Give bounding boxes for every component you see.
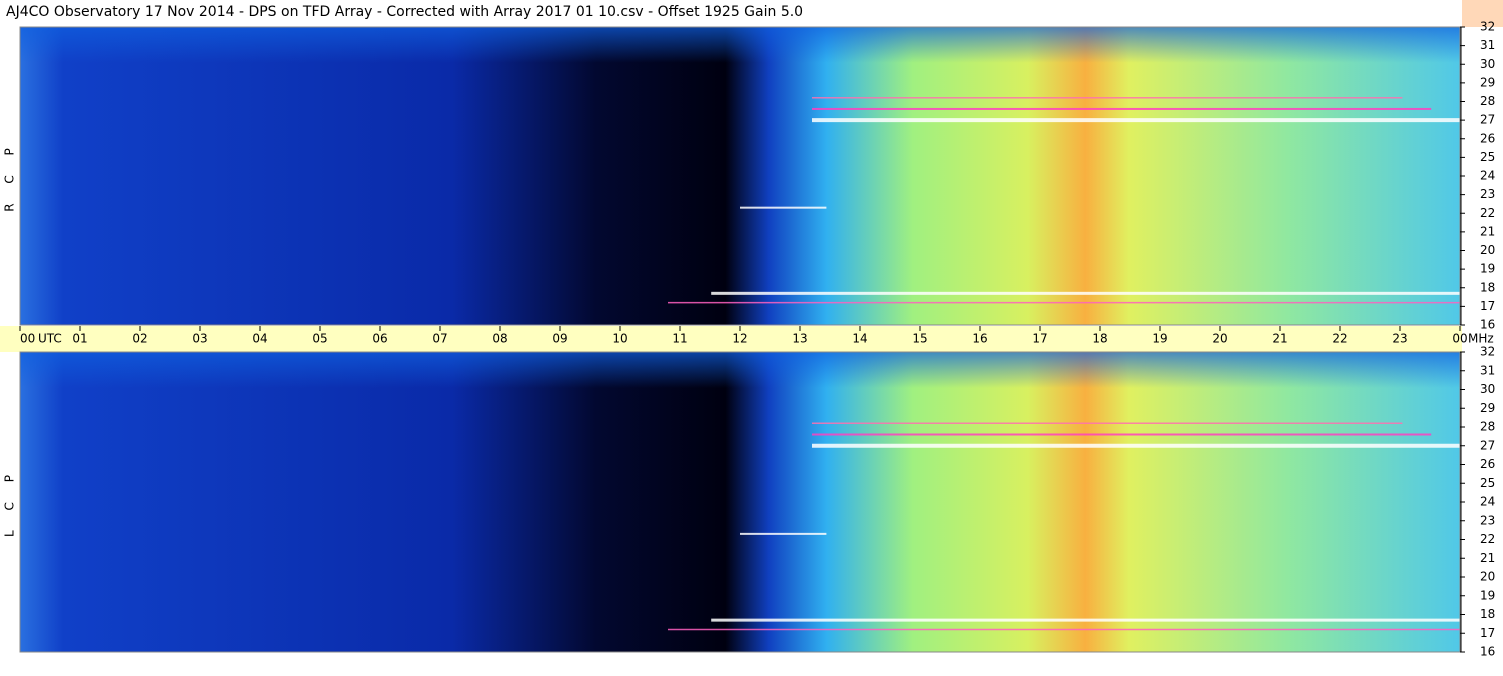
spectrogram-shade	[20, 352, 1460, 652]
y-tick-label: 32	[1480, 345, 1495, 359]
x-tick-label: 20	[1212, 332, 1227, 346]
x-tick-label: 11	[672, 332, 687, 346]
y-tick-label: 31	[1480, 38, 1495, 52]
y-tick-label: 29	[1480, 401, 1495, 415]
panel-label: L C P	[3, 467, 17, 537]
x-tick-label: 23	[1392, 332, 1407, 346]
y-tick-label: 23	[1480, 513, 1495, 527]
y-tick-label: 16	[1480, 645, 1495, 659]
y-tick-label: 22	[1480, 532, 1495, 546]
y-tick-label: 27	[1480, 438, 1495, 452]
interference-stripe	[711, 618, 1460, 622]
x-tick-label: 13	[792, 332, 807, 346]
y-tick-label: 16	[1480, 318, 1495, 332]
x-tick-label: 21	[1272, 332, 1287, 346]
y-tick-label: 24	[1480, 169, 1495, 183]
y-tick-label: 31	[1480, 363, 1495, 377]
interference-stripe	[668, 628, 1460, 631]
interference-stripe	[812, 118, 1460, 123]
interference-stripe	[812, 422, 1403, 424]
interference-stripe	[812, 443, 1460, 448]
interference-stripe	[812, 433, 1432, 436]
x-tick-label: 08	[492, 332, 507, 346]
x-tick-label: 19	[1152, 332, 1167, 346]
y-tick-label: 29	[1480, 75, 1495, 89]
y-tick-label: 26	[1480, 131, 1495, 145]
interference-stripe	[740, 206, 827, 209]
x-tick-label: 16	[972, 332, 987, 346]
y-tick-label: 19	[1480, 588, 1495, 602]
x-tick-label: 10	[612, 332, 627, 346]
y-tick-label: 20	[1480, 243, 1495, 257]
y-tick-label: 30	[1480, 382, 1495, 396]
y-tick-label: 32	[1480, 20, 1495, 34]
y-tick-label: 23	[1480, 187, 1495, 201]
y-tick-label: 18	[1480, 607, 1495, 621]
x-tick-label: 06	[372, 332, 387, 346]
x-tick-label: 04	[252, 332, 267, 346]
x-tick-label: 05	[312, 332, 327, 346]
x-tick-label: 03	[192, 332, 207, 346]
y-tick-label: 18	[1480, 280, 1495, 294]
x-tick-label: 15	[912, 332, 927, 346]
interference-stripe	[812, 97, 1403, 99]
y-tick-label: 20	[1480, 570, 1495, 584]
time-axis-band	[0, 326, 1462, 352]
x-tick-label: 12	[732, 332, 747, 346]
y-tick-label: 28	[1480, 94, 1495, 108]
y-tick-label: 26	[1480, 457, 1495, 471]
x-tick-label: 17	[1032, 332, 1047, 346]
y-tick-label: 17	[1480, 299, 1495, 313]
y-tick-label: 19	[1480, 262, 1495, 276]
y-tick-label: 25	[1480, 476, 1495, 490]
y-tick-label: 28	[1480, 420, 1495, 434]
interference-stripe	[668, 301, 1460, 304]
y-tick-label: 27	[1480, 113, 1495, 127]
corner	[1462, 0, 1503, 27]
y-tick-label: 21	[1480, 224, 1495, 238]
y-tick-label: 24	[1480, 495, 1495, 509]
x-tick-label: 07	[432, 332, 447, 346]
panel-label: R C P	[3, 140, 17, 212]
x-tick-label: 02	[132, 332, 147, 346]
x-tick-label: 01	[72, 332, 87, 346]
x-tick-label: 14	[852, 332, 867, 346]
y-tick-label: 21	[1480, 551, 1495, 565]
x-tick-label: 09	[552, 332, 567, 346]
y-tick-label: 30	[1480, 57, 1495, 71]
y-unit: MHz	[1468, 332, 1494, 346]
interference-stripe	[812, 107, 1432, 110]
y-tick-label: 22	[1480, 206, 1495, 220]
x-tick-label: 18	[1092, 332, 1107, 346]
y-tick-label: 17	[1480, 626, 1495, 640]
x-tick-label: 00	[1452, 332, 1467, 346]
interference-stripe	[740, 532, 827, 535]
chart-title: AJ4CO Observatory 17 Nov 2014 - DPS on T…	[6, 4, 803, 20]
interference-stripe	[711, 291, 1460, 295]
y-tick-label: 25	[1480, 150, 1495, 164]
x-tick-label: 22	[1332, 332, 1347, 346]
x-unit: UTC	[38, 332, 62, 346]
spectrogram-shade	[20, 27, 1460, 325]
x-tick-label: 00	[20, 332, 35, 346]
